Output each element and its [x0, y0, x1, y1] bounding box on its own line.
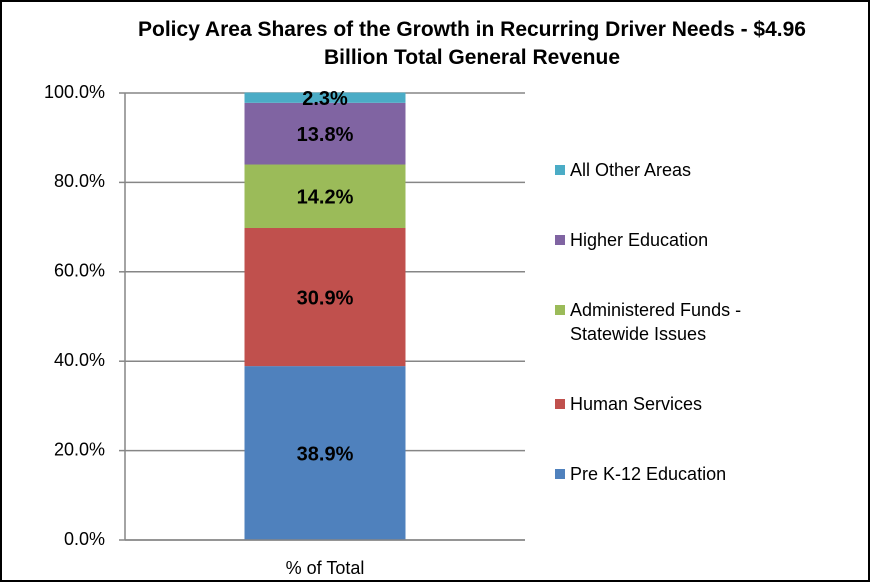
y-tick-label: 60.0% [54, 261, 105, 281]
bar-segment [244, 227, 406, 367]
legend-label: All Other Areas [570, 160, 692, 180]
legend-label: Administered Funds - Statewide Issues [570, 300, 742, 344]
data-label: 13.8% [297, 124, 354, 146]
legend-item: All Other Areas [555, 158, 820, 182]
bar-segment [244, 92, 406, 103]
y-tick-label: 100.0% [44, 82, 105, 102]
legend-label: Pre K-12 Education [570, 464, 727, 484]
legend-swatch [555, 165, 565, 175]
y-tick-label: 20.0% [54, 439, 105, 459]
legend-item: Administered Funds - Statewide Issues [555, 298, 820, 346]
legend-swatch [555, 235, 565, 245]
x-tick-label: % of Total [286, 558, 365, 578]
legend-item: Higher Education [555, 228, 820, 252]
data-label: 30.9% [297, 287, 354, 309]
y-tick-label: 80.0% [54, 171, 105, 191]
data-label: 14.2% [297, 187, 354, 209]
bar-segment [244, 102, 406, 165]
legend-swatch [555, 399, 565, 409]
y-tick-label: 0.0% [64, 529, 105, 549]
legend-swatch [555, 469, 565, 479]
legend-label: Human Services [570, 394, 703, 414]
chart-title: Policy Area Shares of the Growth in Recu… [138, 18, 806, 69]
legend-item: Pre K-12 Education [555, 462, 820, 486]
legend-label: Higher Education [570, 230, 709, 250]
legend-item: Human Services [555, 392, 820, 416]
bar-segment [244, 366, 406, 540]
data-label: 2.3% [302, 88, 348, 110]
data-label: 38.9% [297, 443, 354, 465]
bar-segment [244, 164, 406, 228]
legend-swatch [555, 305, 565, 315]
y-tick-label: 40.0% [54, 350, 105, 370]
legend: All Other Areas Higher Education Administe… [555, 158, 820, 486]
